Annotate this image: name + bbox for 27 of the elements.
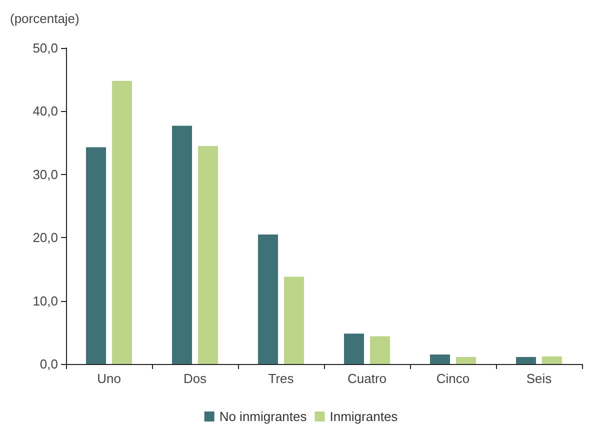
y-tick-label: 50,0 (32, 40, 58, 56)
bar (198, 146, 218, 364)
y-axis-title: (porcentaje) (10, 11, 80, 26)
bar (284, 276, 304, 364)
y-tick-label: 0,0 (40, 356, 58, 372)
bar (430, 354, 450, 364)
bar (456, 357, 476, 364)
bar (172, 126, 192, 364)
y-tick-label: 10,0 (32, 293, 58, 308)
y-tick-label: 20,0 (32, 230, 58, 246)
x-tick-label: Cinco (436, 371, 470, 386)
bar (344, 334, 364, 364)
y-tick-label: 40,0 (32, 104, 58, 119)
y-tick-label: 30,0 (32, 166, 58, 182)
bar (86, 147, 106, 364)
bar (112, 80, 132, 364)
bar (542, 356, 562, 364)
legend-label: No inmigrantes (219, 409, 308, 424)
bar (258, 234, 278, 364)
x-tick-label: Tres (268, 371, 294, 386)
x-tick-label: Uno (97, 371, 121, 386)
x-tick-label: Dos (183, 371, 208, 386)
bar (516, 357, 536, 364)
x-tick-label: Cuatro (347, 371, 387, 386)
x-tick-label: Seis (526, 371, 552, 386)
legend-label: Inmigrantes (330, 409, 398, 424)
bar (370, 336, 390, 364)
